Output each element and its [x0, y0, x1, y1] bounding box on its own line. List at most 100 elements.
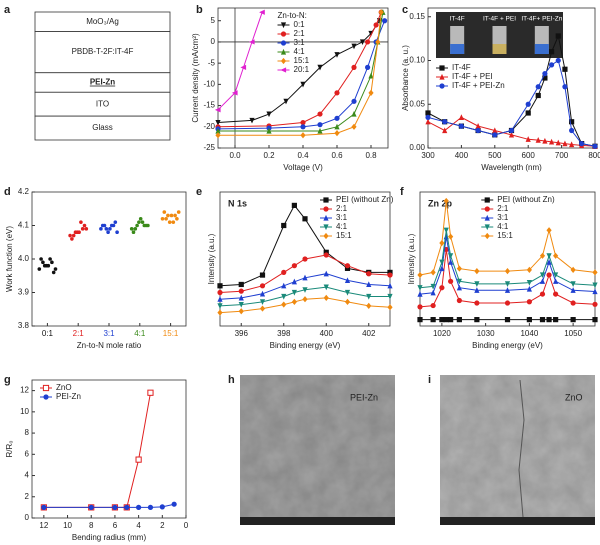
marker: [542, 71, 548, 77]
marker: [387, 304, 393, 311]
marker: [570, 281, 576, 287]
inset-label: IT-4F+ PEI-Zn: [521, 16, 562, 23]
marker: [323, 197, 329, 203]
marker: [535, 137, 541, 143]
marker: [88, 504, 94, 510]
plot-frame: [427, 7, 596, 149]
inset-label: IT-4F: [450, 16, 465, 23]
marker: [215, 132, 221, 139]
x-tick-label: 0.4: [297, 151, 309, 160]
series: [417, 197, 598, 279]
marker: [548, 62, 555, 68]
x-tick-label: 0.8: [365, 151, 377, 160]
marker: [259, 290, 266, 297]
point: [164, 217, 168, 221]
legend-label: PEI-Zn: [56, 392, 81, 401]
sem-label: PEI-Zn: [350, 392, 378, 402]
line: [419, 230, 596, 289]
marker: [539, 317, 546, 323]
point: [146, 223, 150, 228]
x-tick-label: 402: [362, 329, 376, 338]
y-tick-label: 0.05: [409, 99, 425, 108]
marker: [539, 272, 546, 279]
point: [167, 220, 172, 224]
marker: [147, 504, 154, 510]
legend-label: IT-4F + PEI: [452, 72, 493, 81]
point: [162, 210, 167, 214]
marker: [456, 317, 462, 323]
marker: [443, 227, 449, 234]
marker: [351, 64, 357, 70]
x-tick-label: 10: [63, 521, 72, 530]
y-axis-label: Current density (mA/cm²): [191, 33, 200, 123]
x-axis-label: Wavelength (nm): [481, 163, 542, 172]
marker: [365, 64, 371, 70]
point: [102, 223, 107, 228]
point: [42, 263, 47, 268]
marker: [238, 281, 244, 288]
sem-crack: [518, 379, 525, 518]
marker: [570, 287, 576, 293]
marker: [569, 141, 575, 148]
marker: [548, 138, 555, 145]
layer-label: Glass: [92, 123, 112, 132]
marker: [504, 300, 511, 306]
x-tick-label: 15:1: [163, 329, 179, 338]
marker: [484, 224, 490, 231]
x-tick-label: 0:1: [42, 329, 54, 338]
marker: [300, 124, 306, 130]
sem-h: PEI-Zn: [240, 375, 395, 525]
marker: [368, 72, 374, 79]
layer-label: PBDB-T-2F:IT-4F: [72, 47, 134, 56]
series: [40, 389, 154, 511]
marker: [443, 197, 449, 205]
marker: [448, 317, 454, 323]
marker: [259, 283, 266, 289]
marker: [417, 317, 423, 323]
legend-label: 4:1: [497, 222, 509, 231]
marker: [570, 317, 576, 323]
marker: [238, 301, 244, 308]
marker: [553, 272, 559, 279]
marker: [474, 281, 480, 287]
marker: [323, 270, 329, 277]
marker: [259, 305, 266, 312]
legend-title: Zn-to-N:: [278, 11, 307, 20]
marker: [492, 127, 498, 134]
marker: [417, 271, 423, 279]
marker: [366, 271, 372, 277]
layer-label: ITO: [96, 99, 109, 108]
marker: [334, 52, 340, 58]
y-tick-label: 4.0: [18, 254, 30, 263]
marker: [569, 119, 575, 125]
marker: [387, 293, 393, 300]
point: [173, 213, 177, 218]
marker: [504, 268, 511, 275]
marker: [535, 84, 541, 90]
line: [219, 204, 390, 287]
marker: [579, 141, 585, 147]
marker: [231, 90, 238, 96]
legend-label: 4:1: [336, 222, 348, 231]
x-tick-label: 400: [320, 329, 334, 338]
point: [48, 257, 52, 261]
marker: [302, 274, 308, 281]
series: [217, 284, 393, 309]
line: [419, 200, 596, 276]
point: [104, 227, 109, 231]
marker: [474, 300, 480, 306]
marker: [526, 266, 532, 273]
marker: [546, 272, 552, 278]
marker: [171, 501, 177, 507]
plot-frame: [419, 191, 596, 327]
x-tick-label: 400: [455, 151, 469, 160]
marker: [323, 206, 329, 212]
marker: [259, 272, 266, 278]
marker: [281, 269, 287, 275]
marker: [323, 294, 329, 301]
marker: [439, 259, 445, 266]
marker: [317, 122, 323, 128]
x-tick-label: 8: [89, 521, 94, 530]
marker: [280, 67, 287, 73]
